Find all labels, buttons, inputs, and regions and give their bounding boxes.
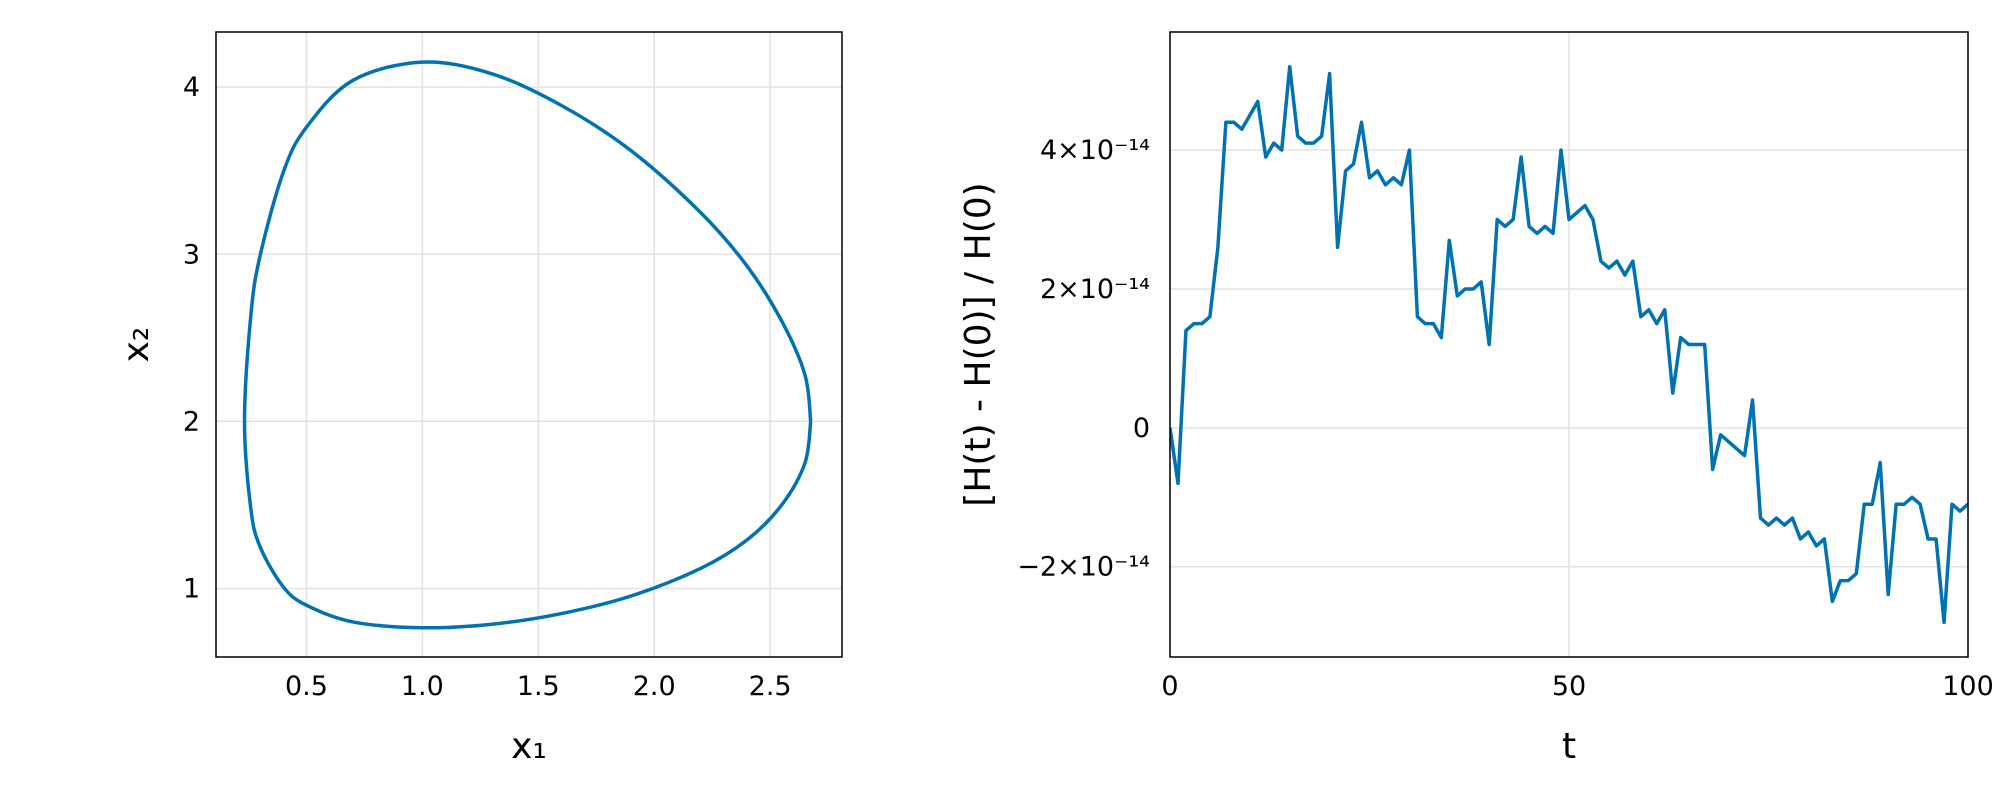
x-tick-label: 50 [1552,671,1586,702]
x-tick-label: 0.5 [285,671,328,702]
x-tick-label: 1.5 [517,671,560,702]
data-line [242,60,813,630]
y-tick-label: 0 [1133,413,1150,444]
y-tick-label: −2×10⁻¹⁴ [1017,552,1150,583]
plot-frame [215,31,843,658]
data-line [1170,64,1968,625]
y-tick-label: 3 [183,239,200,270]
x-tick-label: 1.0 [401,671,444,702]
y-tick-label: 2×10⁻¹⁴ [1040,274,1150,305]
x-tick-label: 2.5 [749,671,792,702]
x-tick-label: 100 [1942,671,1994,702]
y-tick-label: 1 [183,573,200,604]
plot-frame [1169,31,1969,658]
x-tick-label: 0 [1161,671,1178,702]
x-axis-label: t [1562,726,1576,767]
y-axis-label: x₂ [116,327,157,363]
x-axis-label: x₁ [511,726,547,767]
y-axis-label: [H(t) - H(0)] / H(0) [958,182,999,506]
y-tick-label: 4 [183,72,200,103]
y-tick-label: 2 [183,406,200,437]
x-tick-label: 2.0 [633,671,676,702]
y-tick-label: 4×10⁻¹⁴ [1040,135,1150,166]
